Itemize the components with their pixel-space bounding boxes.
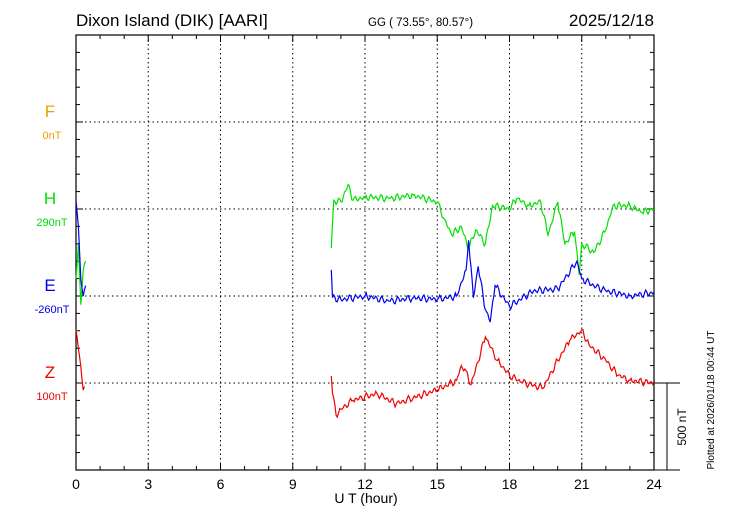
trace-E — [75, 200, 655, 323]
series-label-F: F — [45, 102, 55, 121]
trace-H — [75, 183, 655, 305]
grid: 0 3 6 9 12 15 18 21 24 — [72, 34, 680, 492]
trace-Z — [75, 328, 655, 419]
series-label-H: H — [44, 189, 56, 208]
x-tick-label: 6 — [217, 476, 225, 492]
x-tick-label: 15 — [429, 476, 445, 492]
series-labels: F 0nT H 290nT E -260nT Z 100nT — [35, 102, 70, 403]
chart-title: Dixon Island (DIK) [AARI] — [76, 11, 268, 30]
series-label-E: E — [44, 276, 55, 295]
scale-bar-label: 500 nT — [675, 408, 689, 446]
x-tick-label: 0 — [72, 476, 80, 492]
plotted-timestamp: Plotted at 2026/01/18 00:44 UT — [706, 331, 717, 470]
x-tick-label: 3 — [144, 476, 152, 492]
x-tick-label: 24 — [646, 476, 662, 492]
series-label-Z: Z — [45, 363, 55, 382]
series-baseline-Z: 100nT — [36, 391, 67, 403]
series-baseline-H: 290nT — [36, 217, 67, 229]
chart-date: 2025/12/18 — [569, 11, 654, 30]
x-tick-label: 12 — [357, 476, 373, 492]
station-coords: GG ( 73.55°, 80.57°) — [368, 17, 473, 29]
series-baseline-E: -260nT — [35, 304, 70, 316]
x-tick-label: 21 — [574, 476, 590, 492]
traces — [75, 183, 655, 419]
x-tick-label: 9 — [289, 476, 297, 492]
x-axis-label: U T (hour) — [334, 490, 397, 506]
x-tick-label: 18 — [502, 476, 518, 492]
series-baseline-F: 0nT — [43, 130, 62, 142]
